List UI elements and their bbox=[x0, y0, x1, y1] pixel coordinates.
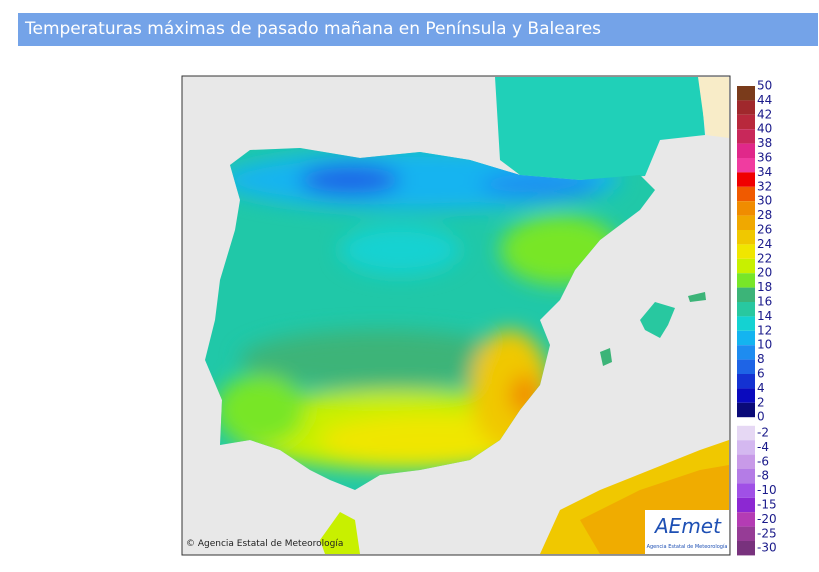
logo-caption: Agencia Estatal de Meteorología bbox=[647, 543, 728, 550]
legend-swatch bbox=[737, 454, 755, 469]
legend-swatch bbox=[737, 316, 755, 331]
legend-label: 12 bbox=[757, 323, 772, 337]
france-no-data bbox=[698, 77, 729, 138]
legend-label: -2 bbox=[757, 426, 769, 440]
logo: AEmet bbox=[653, 514, 722, 538]
legend-swatch bbox=[737, 230, 755, 245]
legend-label: -30 bbox=[757, 541, 777, 555]
legend-swatch bbox=[737, 186, 755, 202]
legend-swatch bbox=[737, 143, 755, 158]
legend-swatch bbox=[737, 258, 755, 274]
legend-label: 36 bbox=[757, 151, 772, 165]
legend-label: -15 bbox=[757, 498, 777, 512]
legend-swatch bbox=[737, 512, 755, 527]
legend-label: -4 bbox=[757, 440, 769, 454]
legend-label: 30 bbox=[757, 194, 772, 208]
legend-label: 20 bbox=[757, 266, 772, 280]
legend-swatch bbox=[737, 201, 755, 216]
credit: © Agencia Estatal de Meteorología bbox=[186, 539, 343, 549]
legend-label: 26 bbox=[757, 223, 772, 237]
legend-swatch bbox=[737, 388, 755, 403]
legend-label: 6 bbox=[757, 367, 765, 381]
legend-swatch bbox=[737, 483, 755, 498]
title-bar: Temperaturas máximas de pasado mañana en… bbox=[18, 13, 818, 46]
legend-label: 32 bbox=[757, 179, 772, 193]
legend-label: 34 bbox=[757, 165, 772, 179]
legend-swatch bbox=[737, 330, 755, 346]
legend: 5044424038363432302826242220181614121086… bbox=[737, 79, 777, 556]
legend-swatch bbox=[737, 440, 755, 455]
morocco-north bbox=[320, 512, 360, 554]
legend-swatch bbox=[737, 172, 755, 187]
mallorca bbox=[640, 302, 675, 338]
legend-swatch bbox=[737, 158, 755, 173]
legend-swatch bbox=[737, 100, 755, 115]
legend-swatch bbox=[737, 526, 755, 541]
legend-label: 50 bbox=[757, 79, 772, 93]
legend-label: 28 bbox=[757, 208, 772, 222]
legend-label: 24 bbox=[757, 237, 772, 251]
legend-label: -10 bbox=[757, 483, 777, 497]
legend-label: -20 bbox=[757, 512, 777, 526]
legend-label: -25 bbox=[757, 526, 777, 540]
legend-label: 44 bbox=[757, 93, 772, 107]
legend-swatch bbox=[737, 86, 755, 101]
legend-label: 8 bbox=[757, 352, 765, 366]
legend-label: 0 bbox=[757, 410, 765, 424]
legend-label: 22 bbox=[757, 251, 772, 265]
legend-swatch bbox=[737, 302, 755, 317]
legend-label: -6 bbox=[757, 454, 769, 468]
legend-swatch bbox=[737, 402, 755, 418]
legend-label: 18 bbox=[757, 280, 772, 294]
legend-swatch bbox=[737, 287, 755, 302]
legend-label: 2 bbox=[757, 395, 765, 409]
legend-swatch bbox=[737, 244, 755, 259]
legend-label: 40 bbox=[757, 122, 772, 136]
legend-swatch bbox=[737, 425, 755, 441]
legend-swatch bbox=[737, 114, 755, 130]
legend-swatch bbox=[737, 359, 755, 374]
legend-swatch bbox=[737, 541, 755, 556]
legend-swatch bbox=[737, 374, 755, 389]
legend-swatch bbox=[737, 215, 755, 230]
ibiza bbox=[600, 348, 612, 366]
legend-label: 10 bbox=[757, 338, 772, 352]
legend-swatch bbox=[737, 497, 755, 513]
legend-label: 38 bbox=[757, 136, 772, 150]
legend-swatch bbox=[737, 273, 755, 288]
legend-label: 16 bbox=[757, 295, 772, 309]
title: Temperaturas máximas de pasado mañana en… bbox=[25, 19, 602, 39]
legend-swatch bbox=[737, 129, 755, 144]
legend-label: 4 bbox=[757, 381, 765, 395]
menorca bbox=[688, 292, 706, 302]
legend-swatch bbox=[737, 345, 755, 360]
legend-label: 14 bbox=[757, 309, 772, 323]
logo-box bbox=[645, 510, 729, 554]
france bbox=[495, 77, 705, 180]
legend-label: -8 bbox=[757, 469, 769, 483]
legend-swatch bbox=[737, 469, 755, 484]
legend-label: 42 bbox=[757, 107, 772, 121]
